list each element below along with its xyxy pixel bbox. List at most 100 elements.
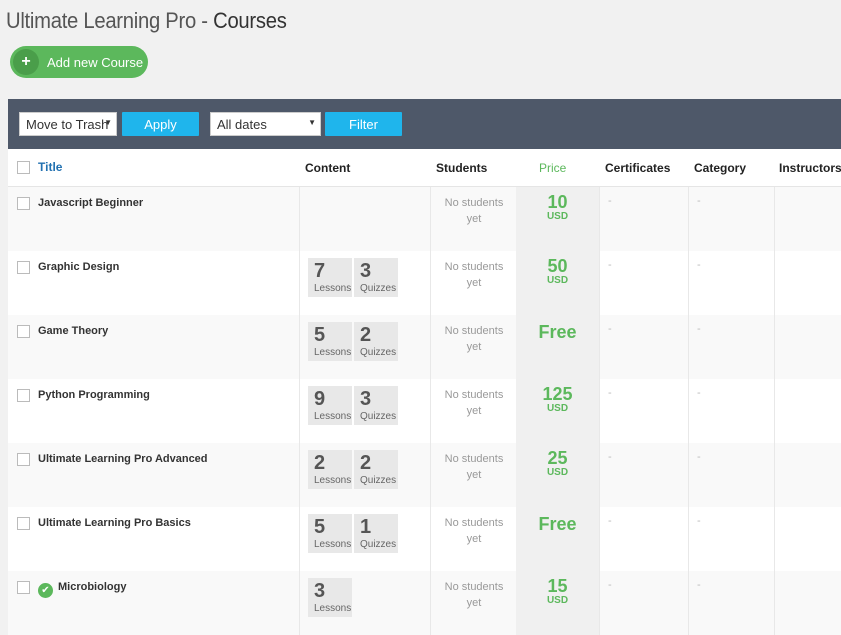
page-title: Ultimate Learning Pro - Courses <box>6 8 287 33</box>
students-cell: No students yet <box>430 379 517 443</box>
column-title[interactable]: Title <box>38 160 63 174</box>
instructors-cell <box>774 571 841 635</box>
content-cell: 7 Lessons 3 Quizzes <box>299 251 431 315</box>
course-title-link[interactable]: Microbiology <box>58 581 127 593</box>
table-body: Javascript Beginner No students yet 10 USD -… <box>8 187 841 635</box>
instructors-cell <box>774 187 841 251</box>
price-cell: Free <box>516 315 599 379</box>
table-row: ✔ Microbiology 3 Lessons No students yet 15 US… <box>8 571 841 635</box>
quizzes-count-box: 1 Quizzes <box>354 514 398 553</box>
price-cell: Free <box>516 507 599 571</box>
students-cell: No students yet <box>430 443 517 507</box>
content-cell: 2 Lessons 2 Quizzes <box>299 443 431 507</box>
table-row: Python Programming 9 Lessons 3 Quizzes No stu… <box>8 379 841 443</box>
bulk-action-select[interactable]: Move to Trash ▼ <box>19 112 117 136</box>
category-cell: - <box>688 251 775 315</box>
certificates-cell: - <box>599 379 689 443</box>
column-category: Category <box>694 161 747 175</box>
apply-button[interactable]: Apply <box>122 112 199 136</box>
course-title-link[interactable]: Game Theory <box>38 325 109 337</box>
certificates-cell: - <box>599 443 689 507</box>
column-price: Price <box>539 161 567 175</box>
course-title-link[interactable]: Python Programming <box>38 389 150 401</box>
category-cell: - <box>688 443 775 507</box>
price-currency: USD <box>546 595 569 606</box>
category-cell: - <box>688 507 775 571</box>
instructors-cell <box>774 507 841 571</box>
column-certificates: Certificates <box>605 161 671 175</box>
row-checkbox[interactable] <box>17 197 30 210</box>
price-value: Free <box>538 322 577 342</box>
plus-icon: + <box>13 49 39 75</box>
row-checkbox[interactable] <box>17 517 30 530</box>
students-cell: No students yet <box>430 251 517 315</box>
price-value: 125 <box>542 384 573 404</box>
dropdown-arrow-icon: ▼ <box>104 118 112 127</box>
course-title-link[interactable]: Graphic Design <box>38 261 120 273</box>
price-currency: USD <box>546 467 569 478</box>
table-row: Ultimate Learning Pro Advanced 2 Lessons 2 Q… <box>8 443 841 507</box>
lessons-count-box: 9 Lessons <box>308 386 352 425</box>
row-checkbox[interactable] <box>17 261 30 274</box>
content-cell: 3 Lessons <box>299 571 431 635</box>
category-cell: - <box>688 187 775 251</box>
price-value: 15 <box>547 576 568 596</box>
row-checkbox[interactable] <box>17 325 30 338</box>
content-cell: 5 Lessons 2 Quizzes <box>299 315 431 379</box>
students-cell: No students yet <box>430 571 517 635</box>
add-new-course-label: Add new Course <box>47 54 144 70</box>
row-checkbox[interactable] <box>17 453 30 466</box>
lessons-count-box: 3 Lessons <box>308 578 352 617</box>
category-cell: - <box>688 571 775 635</box>
price-currency: USD <box>546 403 569 414</box>
quizzes-count-box: 3 Quizzes <box>354 386 398 425</box>
category-cell: - <box>688 379 775 443</box>
table-row: Ultimate Learning Pro Basics 5 Lessons 1 Qui… <box>8 507 841 571</box>
lessons-count-box: 2 Lessons <box>308 450 352 489</box>
row-checkbox[interactable] <box>17 389 30 402</box>
quizzes-count-box: 2 Quizzes <box>354 450 398 489</box>
course-title-link[interactable]: Ultimate Learning Pro Advanced <box>38 453 208 465</box>
bulk-toolbar: Move to Trash ▼ Apply All dates ▼ Filter <box>8 99 841 149</box>
quizzes-count-box: 3 Quizzes <box>354 258 398 297</box>
dates-select[interactable]: All dates ▼ <box>210 112 321 136</box>
certificates-cell: - <box>599 315 689 379</box>
select-all-checkbox[interactable] <box>17 161 30 174</box>
content-cell <box>299 187 431 251</box>
instructors-cell <box>774 315 841 379</box>
table-header: Title Content Students Price Certificate… <box>8 149 841 187</box>
certificates-cell: - <box>599 187 689 251</box>
certificates-cell: - <box>599 251 689 315</box>
students-cell: No students yet <box>430 187 517 251</box>
content-cell: 5 Lessons 1 Quizzes <box>299 507 431 571</box>
students-cell: No students yet <box>430 507 517 571</box>
course-title-link[interactable]: Ultimate Learning Pro Basics <box>38 517 191 529</box>
price-value: 25 <box>547 448 568 468</box>
column-content: Content <box>305 161 351 175</box>
courses-table: Title Content Students Price Certificate… <box>8 149 841 635</box>
price-cell: 50 USD <box>516 251 599 315</box>
lessons-count-box: 7 Lessons <box>308 258 352 297</box>
column-instructors: Instructors <box>779 161 841 175</box>
instructors-cell <box>774 379 841 443</box>
price-value: 10 <box>547 192 568 212</box>
price-cell: 10 USD <box>516 187 599 251</box>
price-cell: 25 USD <box>516 443 599 507</box>
dropdown-arrow-icon: ▼ <box>308 118 316 127</box>
price-cell: 15 USD <box>516 571 599 635</box>
instructors-cell <box>774 251 841 315</box>
content-cell: 9 Lessons 3 Quizzes <box>299 379 431 443</box>
course-title-link[interactable]: Javascript Beginner <box>38 197 144 209</box>
add-new-course-button[interactable]: + Add new Course <box>10 46 148 78</box>
table-row: Game Theory 5 Lessons 2 Quizzes No students y… <box>8 315 841 379</box>
quizzes-count-box: 2 Quizzes <box>354 322 398 361</box>
table-row: Graphic Design 7 Lessons 3 Quizzes No student… <box>8 251 841 315</box>
price-value: 50 <box>547 256 568 276</box>
row-checkbox[interactable] <box>17 581 30 594</box>
price-currency: USD <box>546 211 569 222</box>
certificates-cell: - <box>599 571 689 635</box>
check-circle-icon: ✔ <box>38 583 53 598</box>
filter-button[interactable]: Filter <box>325 112 402 136</box>
category-cell: - <box>688 315 775 379</box>
lessons-count-box: 5 Lessons <box>308 322 352 361</box>
